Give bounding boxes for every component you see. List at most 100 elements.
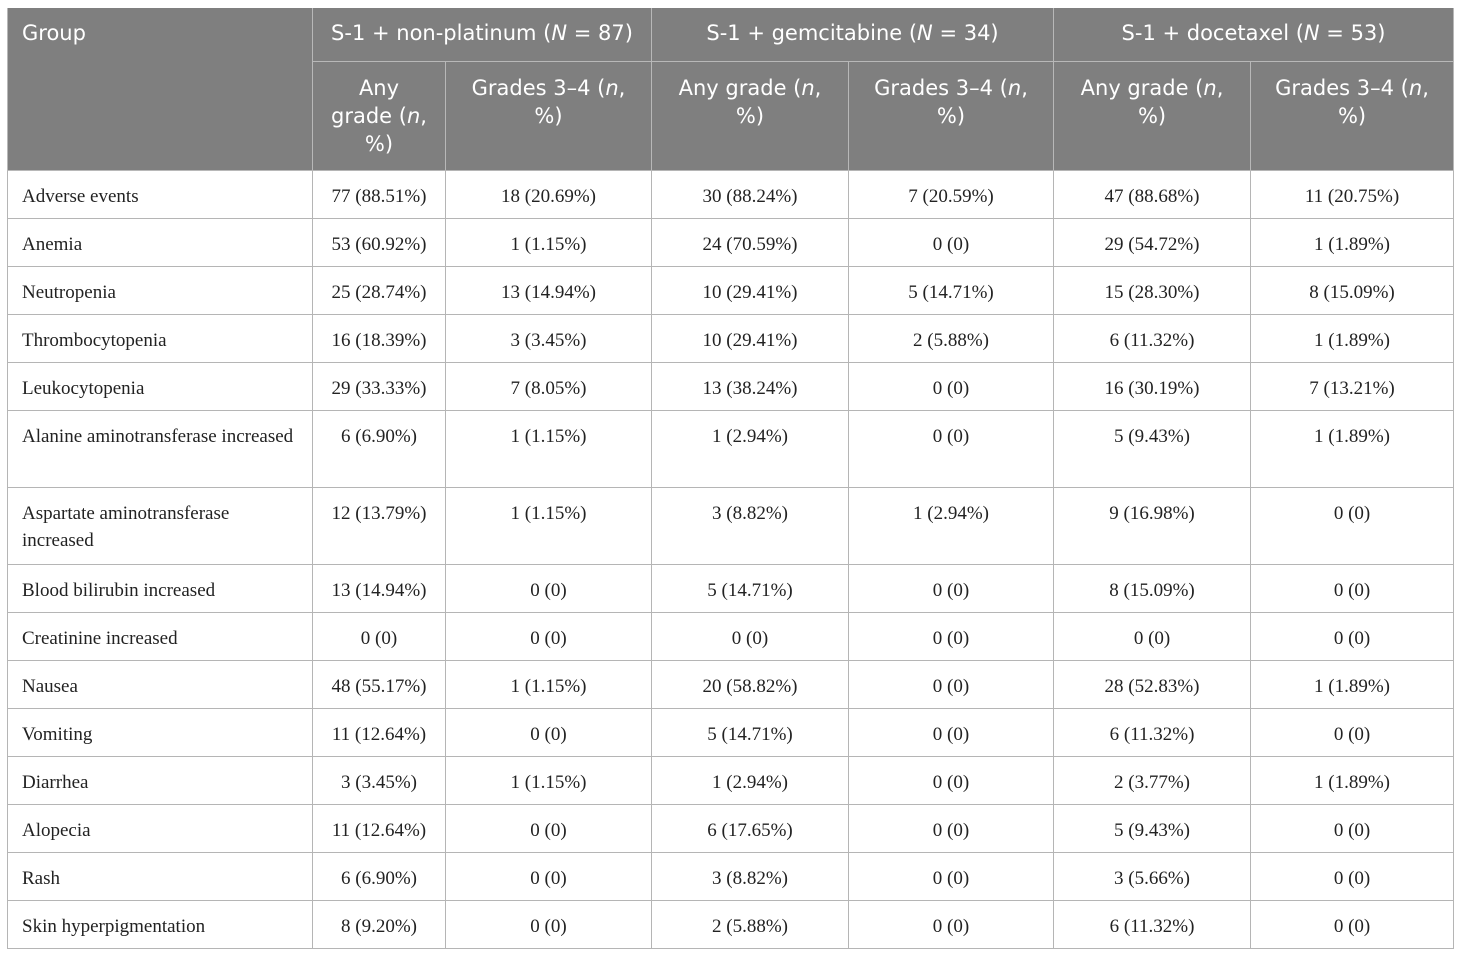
table-row: Leukocytopenia 29 (33.33%) 7 (8.05%) 13 … (7, 362, 1455, 411)
table-row: Blood bilirubin increased 13 (14.94%) 0 … (7, 564, 1455, 613)
table-cell: 16 (18.39%) (312, 314, 446, 363)
table-cell: 47 (88.68%) (1053, 170, 1252, 219)
table-cell: 13 (14.94%) (445, 266, 652, 315)
table-row: Creatinine increased 0 (0) 0 (0) 0 (0) 0… (7, 612, 1455, 661)
table-cell: 0 (0) (847, 660, 1055, 709)
subheader-grades-3-4: Grades 3–4 (n, %) (847, 61, 1055, 171)
header-row-grades: Any grade (n, %) Grades 3–4 (n, %) Any g… (8, 61, 1455, 171)
table-cell: 53 (60.92%) (312, 218, 446, 267)
row-label: Diarrhea (7, 756, 313, 805)
table-cell: 12 (13.79%) (312, 487, 446, 565)
row-label: Blood bilirubin increased (7, 564, 313, 613)
table-cell: 9 (16.98%) (1053, 487, 1252, 565)
table-cell: 15 (28.30%) (1053, 266, 1252, 315)
table-cell: 5 (14.71%) (651, 708, 849, 757)
table-row: Rash 6 (6.90%) 0 (0) 3 (8.82%) 0 (0) 3 (… (7, 852, 1455, 901)
row-label: Alanine aminotransferase increased (7, 410, 313, 488)
table-row: Thrombocytopenia 16 (18.39%) 3 (3.45%) 1… (7, 314, 1455, 363)
table-row: Vomiting 11 (12.64%) 0 (0) 5 (14.71%) 0 … (7, 708, 1455, 757)
table-row: Diarrhea 3 (3.45%) 1 (1.15%) 1 (2.94%) 0… (7, 756, 1455, 805)
subheader-grades-3-4: Grades 3–4 (n, %) (445, 61, 652, 171)
row-label: Aspartate aminotransferase increased (7, 487, 313, 565)
table-cell: 13 (14.94%) (312, 564, 446, 613)
table-cell: 0 (0) (1250, 708, 1455, 757)
table-cell: 28 (52.83%) (1053, 660, 1252, 709)
row-label: Nausea (7, 660, 313, 709)
row-label: Vomiting (7, 708, 313, 757)
table-cell: 10 (29.41%) (651, 266, 849, 315)
table-cell: 0 (0) (1053, 612, 1252, 661)
table-cell: 0 (0) (1250, 852, 1455, 901)
table-cell: 8 (15.09%) (1053, 564, 1252, 613)
group-header: Group (7, 8, 313, 171)
adverse-events-table-container: Group S-1 + non-platinum (N = 87) S-1 + … (7, 8, 1455, 949)
table-cell: 7 (20.59%) (847, 170, 1055, 219)
table-cell: 0 (0) (1250, 487, 1455, 565)
table-cell: 1 (2.94%) (651, 756, 849, 805)
table-cell: 0 (0) (312, 612, 446, 661)
table-cell: 3 (8.82%) (651, 852, 849, 901)
table-cell: 11 (20.75%) (1250, 170, 1455, 219)
table-cell: 0 (0) (847, 900, 1055, 949)
table-cell: 6 (11.32%) (1053, 314, 1252, 363)
table-cell: 11 (12.64%) (312, 708, 446, 757)
table-cell: 0 (0) (445, 612, 652, 661)
row-label: Anemia (7, 218, 313, 267)
table-cell: 29 (54.72%) (1053, 218, 1252, 267)
table-body: Adverse events 77 (88.51%) 18 (20.69%) 3… (7, 170, 1455, 949)
table-cell: 0 (0) (1250, 612, 1455, 661)
table-cell: 1 (1.89%) (1250, 410, 1455, 488)
row-label: Leukocytopenia (7, 362, 313, 411)
table-cell: 0 (0) (445, 804, 652, 853)
table-row: Aspartate aminotransferase increased 12 … (7, 487, 1455, 565)
table-cell: 0 (0) (1250, 804, 1455, 853)
table-cell: 0 (0) (847, 708, 1055, 757)
table-cell: 0 (0) (847, 410, 1055, 488)
table-cell: 5 (9.43%) (1053, 804, 1252, 853)
row-label: Skin hyperpigmentation (7, 900, 313, 949)
table-cell: 25 (28.74%) (312, 266, 446, 315)
table-cell: 2 (5.88%) (651, 900, 849, 949)
table-cell: 30 (88.24%) (651, 170, 849, 219)
table-cell: 0 (0) (847, 612, 1055, 661)
row-label: Creatinine increased (7, 612, 313, 661)
table-cell: 1 (1.15%) (445, 487, 652, 565)
table-cell: 0 (0) (1250, 900, 1455, 949)
table-row: Anemia 53 (60.92%) 1 (1.15%) 24 (70.59%)… (7, 218, 1455, 267)
table-cell: 0 (0) (847, 852, 1055, 901)
table-cell: 0 (0) (445, 708, 652, 757)
row-label: Thrombocytopenia (7, 314, 313, 363)
subheader-grades-3-4: Grades 3–4 (n, %) (1250, 61, 1455, 171)
table-row: Neutropenia 25 (28.74%) 13 (14.94%) 10 (… (7, 266, 1455, 315)
row-label: Alopecia (7, 804, 313, 853)
table-cell: 2 (5.88%) (847, 314, 1055, 363)
table-cell: 6 (6.90%) (312, 410, 446, 488)
table-cell: 7 (13.21%) (1250, 362, 1455, 411)
row-label: Neutropenia (7, 266, 313, 315)
table-row: Nausea 48 (55.17%) 1 (1.15%) 20 (58.82%)… (7, 660, 1455, 709)
header-row-arms: Group S-1 + non-platinum (N = 87) S-1 + … (7, 8, 1455, 171)
row-label: Adverse events (7, 170, 313, 219)
row-label: Rash (7, 852, 313, 901)
table-cell: 0 (0) (651, 612, 849, 661)
table-cell: 6 (17.65%) (651, 804, 849, 853)
table-cell: 8 (15.09%) (1250, 266, 1455, 315)
table-cell: 1 (2.94%) (651, 410, 849, 488)
table-cell: 11 (12.64%) (312, 804, 446, 853)
arm-header-gemcitabine: S-1 + gemcitabine (N = 34) (650, 8, 1055, 62)
table-row: Alopecia 11 (12.64%) 0 (0) 6 (17.65%) 0 … (7, 804, 1455, 853)
table-row: Adverse events 77 (88.51%) 18 (20.69%) 3… (7, 170, 1455, 219)
table-cell: 13 (38.24%) (651, 362, 849, 411)
table-cell: 3 (3.45%) (312, 756, 446, 805)
table-cell: 3 (5.66%) (1053, 852, 1252, 901)
table-cell: 1 (1.15%) (445, 410, 652, 488)
table-cell: 1 (1.15%) (445, 660, 652, 709)
table-cell: 3 (3.45%) (445, 314, 652, 363)
table-cell: 6 (6.90%) (312, 852, 446, 901)
table-cell: 1 (1.89%) (1250, 756, 1455, 805)
table-cell: 0 (0) (847, 756, 1055, 805)
table-cell: 48 (55.17%) (312, 660, 446, 709)
table-cell: 18 (20.69%) (445, 170, 652, 219)
table-row: Skin hyperpigmentation 8 (9.20%) 0 (0) 2… (7, 900, 1455, 949)
table-cell: 1 (1.89%) (1250, 660, 1455, 709)
